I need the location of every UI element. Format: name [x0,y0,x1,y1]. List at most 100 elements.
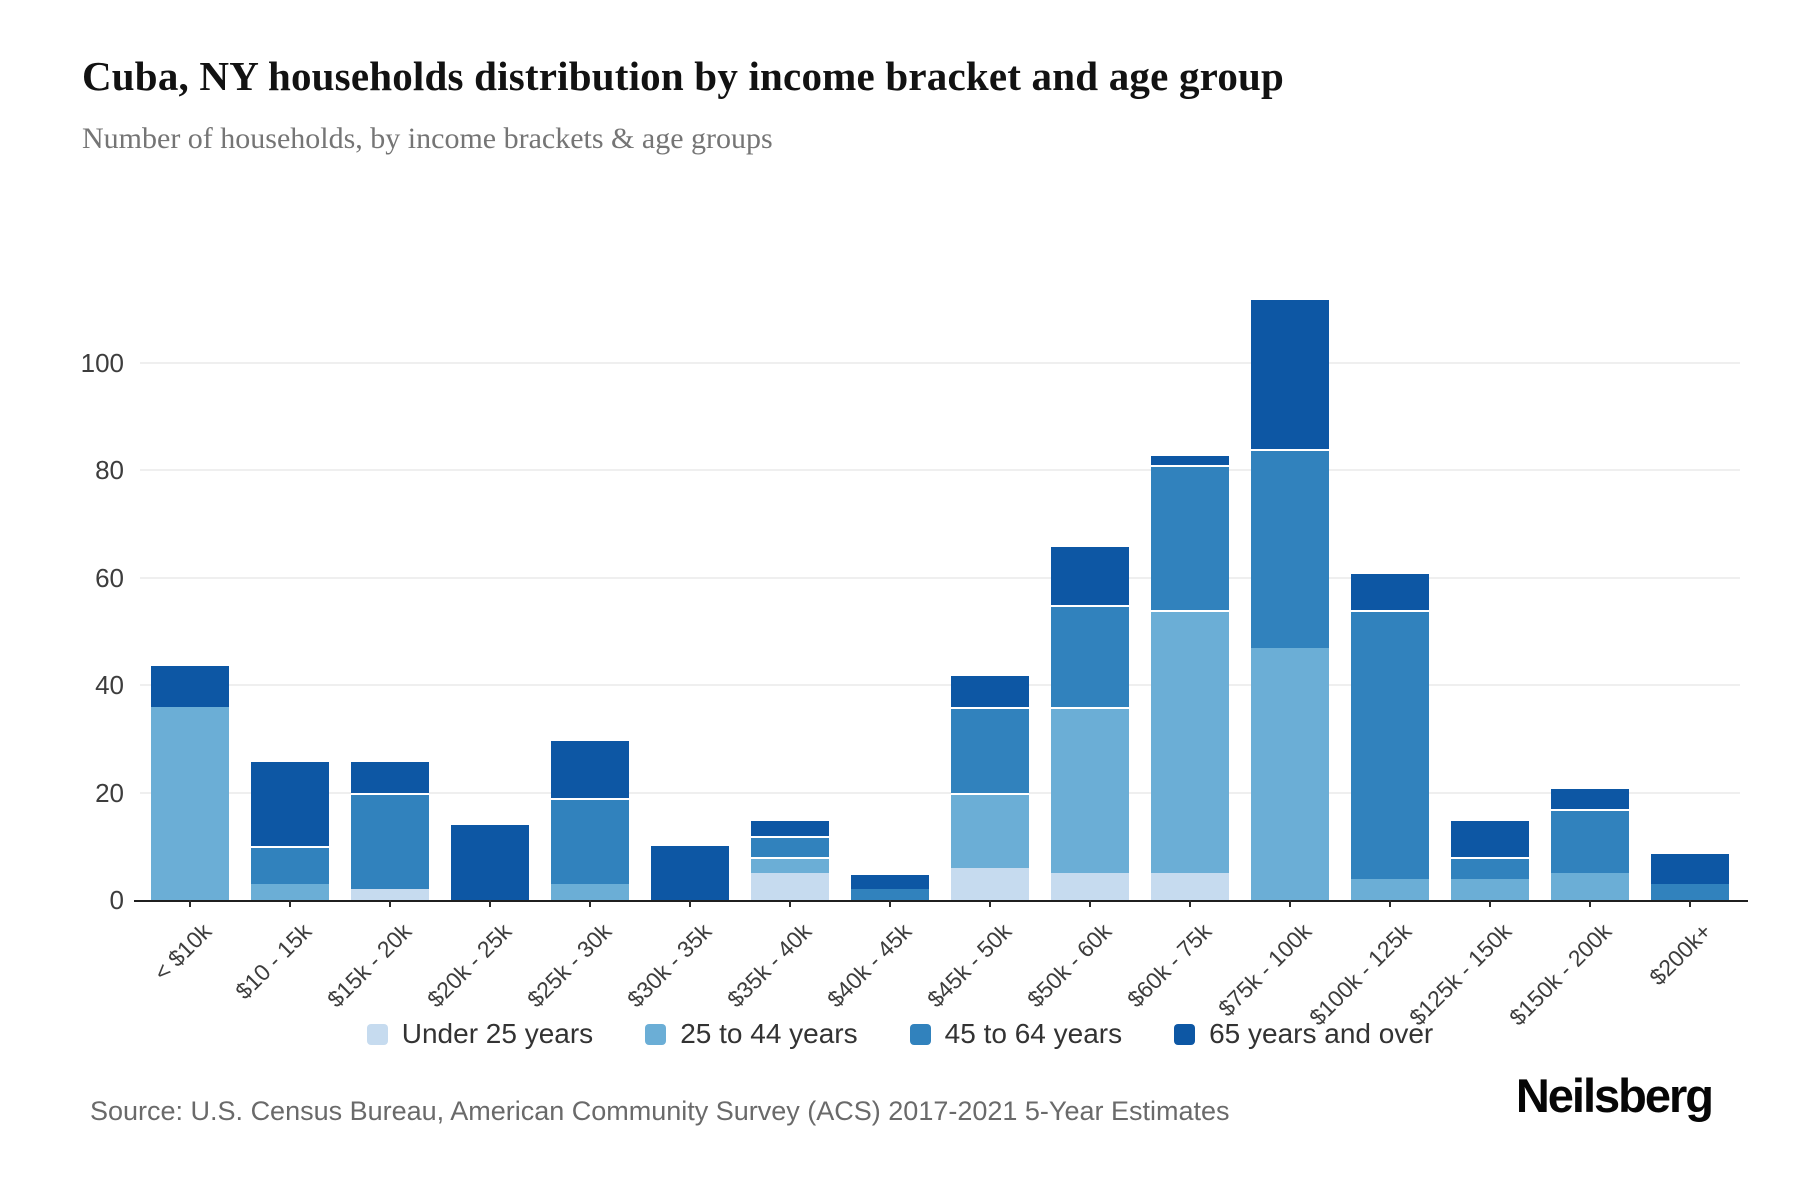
legend-item-25-to-44-years[interactable]: 25 to 44 years [645,1018,858,1050]
x-axis-tick [989,900,991,907]
bar-45k-50k[interactable] [951,674,1029,900]
x-axis-label: < $10k [148,918,217,986]
bar-segment[interactable] [1251,298,1329,449]
source-text: Source: U.S. Census Bureau, American Com… [90,1096,1230,1126]
legend-item-45-to-64-years[interactable]: 45 to 64 years [909,1018,1123,1050]
y-axis-label-80: 80 [95,455,124,486]
x-axis-label: $20k - 25k [422,918,517,1013]
bar-segment[interactable] [851,873,929,890]
bar-segment[interactable] [1351,609,1429,879]
bar-segment[interactable] [1151,464,1229,610]
bar-segment[interactable] [151,706,229,900]
bar-segment[interactable] [1151,873,1229,900]
x-axis-tick [1489,900,1491,907]
bar-segment[interactable] [351,792,429,890]
x-axis-line [134,900,1748,902]
x-axis-label: $15k - 20k [322,918,417,1013]
x-axis-label: $125k - 150k [1403,918,1517,1031]
bar-segment[interactable] [1551,787,1629,809]
bar-10k[interactable] [151,663,229,900]
bar-30k-35k[interactable] [651,846,729,900]
bar-150k-200k[interactable] [1551,787,1629,900]
legend-label: 25 to 44 years [680,1018,858,1049]
bar-segment[interactable] [1151,609,1229,874]
bar-segment[interactable] [751,857,829,874]
legend-label: 45 to 64 years [944,1018,1123,1049]
bar-segment[interactable] [1151,454,1229,465]
x-axis-label: $60k - 75k [1122,918,1217,1013]
legend-item-under-25-years[interactable]: Under 25 years [366,1018,594,1050]
x-axis-tick [689,900,691,907]
bar-100k-125k[interactable] [1351,572,1429,900]
bar-segment[interactable] [851,889,929,900]
x-axis-label: $10 - 15k [230,918,317,1005]
y-axis-label-40: 40 [95,670,124,701]
bar-segment[interactable] [251,760,329,847]
bar-segment[interactable] [1051,873,1129,900]
bar-segment[interactable] [751,835,829,858]
bar-segment[interactable] [251,846,329,884]
bar-segment[interactable] [1451,878,1529,900]
y-axis-label-60: 60 [95,562,124,593]
x-axis-label: $50k - 60k [1022,918,1117,1013]
bar-segment[interactable] [551,797,629,884]
bar-75k-100k[interactable] [1251,298,1329,900]
x-axis-tick [1589,900,1591,907]
bar-35k-40k[interactable] [751,819,829,900]
x-axis-label: $35k - 40k [722,918,817,1013]
bar-segment[interactable] [151,663,229,707]
bar-segment[interactable] [951,792,1029,868]
bar-segment[interactable] [1051,545,1129,605]
bar-segment[interactable] [1051,706,1129,874]
bar-segment[interactable] [1651,851,1729,884]
x-axis-label: $25k - 30k [522,918,617,1013]
bar-segment[interactable] [951,674,1029,707]
bar-segment[interactable] [1351,878,1429,900]
bar-segment[interactable] [1551,808,1629,874]
x-axis-label: $75k - 100k [1213,918,1317,1022]
bar-segment[interactable] [251,883,329,900]
legend-swatch [366,1023,388,1045]
bar-segment[interactable] [1251,647,1329,900]
brand-logo: Neilsberg [1515,1069,1714,1122]
bar-segment[interactable] [1551,873,1629,900]
bar-segment[interactable] [951,867,1029,900]
bar-segment[interactable] [551,883,629,900]
x-axis-tick [1189,900,1191,907]
x-axis-label: $100k - 125k [1303,918,1417,1031]
bar-segment[interactable] [351,889,429,900]
legend-item-65-years-and-over[interactable]: 65 years and over [1174,1018,1433,1050]
x-axis-label: $40k - 45k [822,918,917,1013]
y-axis-label-20: 20 [95,777,124,808]
legend: Under 25 years 25 to 44 years 45 to 64 yea… [0,1018,1800,1050]
gridline-y-20 [140,791,1740,794]
bar-segment[interactable] [1451,857,1529,879]
legend-label: Under 25 years [401,1018,594,1049]
bar-20k-25k[interactable] [451,824,529,900]
bar-segment[interactable] [451,824,529,900]
bar-segment[interactable] [1051,604,1129,707]
bar-40k-45k[interactable] [851,873,929,900]
bar-segment[interactable] [1651,883,1729,900]
gridline-y-100 [140,361,1740,364]
bar-segment[interactable] [1451,819,1529,858]
bar-10-15k[interactable] [251,760,329,900]
bar-50k-60k[interactable] [1051,545,1129,900]
bar-segment[interactable] [351,760,429,793]
bar-15k-20k[interactable] [351,760,429,900]
bar-60k-75k[interactable] [1151,454,1229,900]
bar-segment[interactable] [951,706,1029,793]
x-axis-tick [389,900,391,907]
bar-segment[interactable] [751,873,829,900]
x-axis-tick [1689,900,1691,907]
bar-25k-30k[interactable] [551,738,629,900]
bar-segment[interactable] [1351,572,1429,610]
bar-segment[interactable] [1251,448,1329,648]
bar-segment[interactable] [651,846,729,900]
bar-125k-150k[interactable] [1451,819,1529,900]
bar-segment[interactable] [551,738,629,798]
page-title: Cuba, NY households distribution by inco… [82,53,1285,99]
bar-200k[interactable] [1651,851,1729,900]
bar-segment[interactable] [751,819,829,836]
